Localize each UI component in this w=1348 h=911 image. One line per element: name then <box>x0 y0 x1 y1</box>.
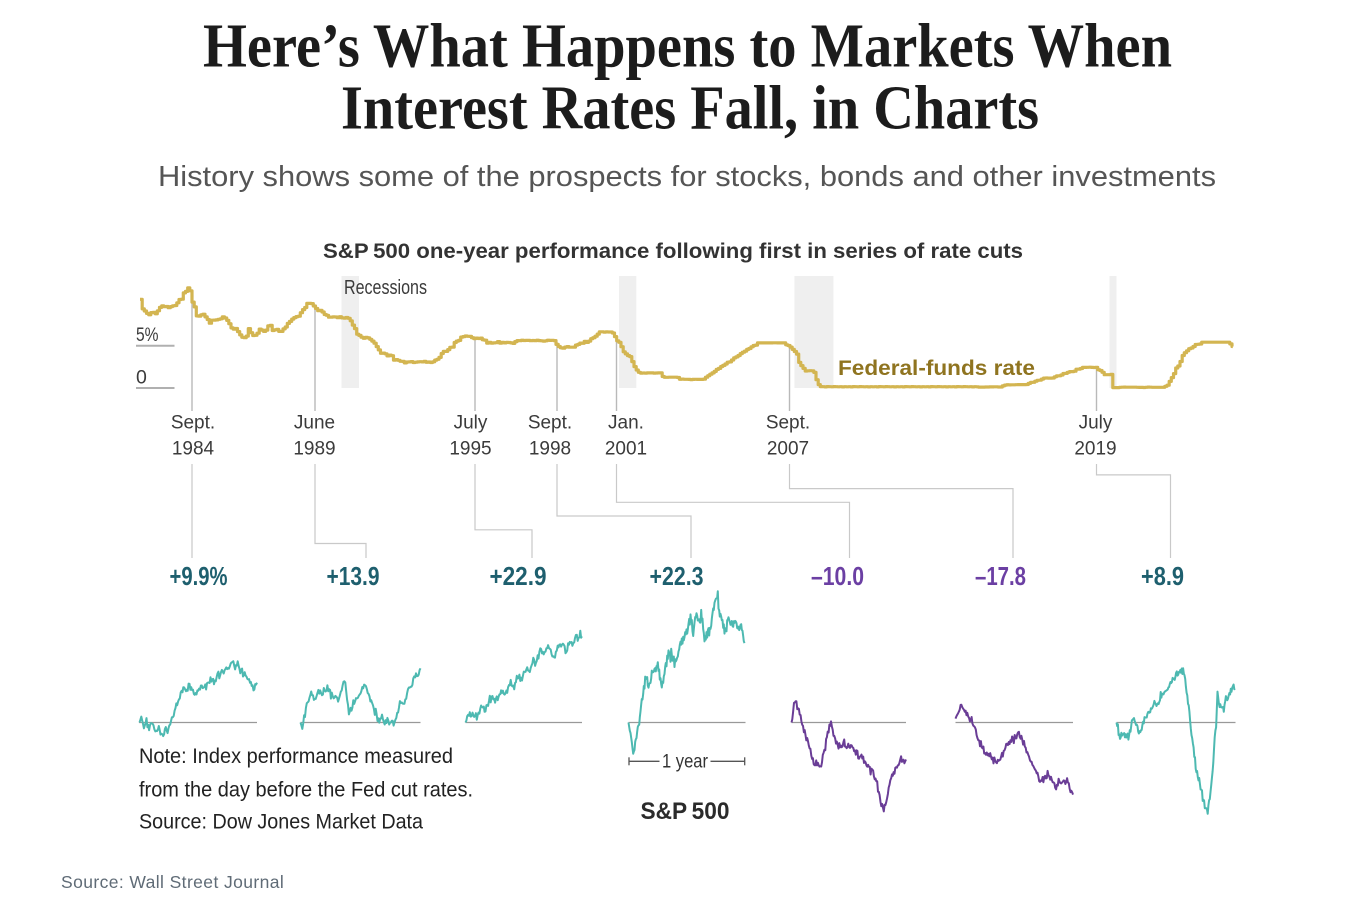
svg-text:Here’s What Happens to Markets: Here’s What Happens to Markets When <box>203 11 1172 81</box>
svg-text:1 year: 1 year <box>662 752 709 773</box>
svg-text:2001: 2001 <box>605 439 647 460</box>
svg-text:–17.8: –17.8 <box>975 563 1026 591</box>
svg-text:1989: 1989 <box>293 439 335 460</box>
svg-text:+13.9: +13.9 <box>327 563 380 591</box>
svg-text:1998: 1998 <box>529 439 571 460</box>
svg-text:2007: 2007 <box>767 439 809 460</box>
svg-text:Federal-funds rate: Federal-funds rate <box>838 356 1035 380</box>
svg-text:2019: 2019 <box>1074 439 1116 460</box>
svg-text:+22.3: +22.3 <box>650 563 704 591</box>
svg-text:Source: Dow Jones Market Data: Source: Dow Jones Market Data <box>139 811 423 834</box>
svg-text:Sept.: Sept. <box>528 413 572 434</box>
svg-text:from the day before the Fed cu: from the day before the Fed cut rates. <box>139 779 473 802</box>
svg-text:Source: Wall Street Journal: Source: Wall Street Journal <box>61 872 284 892</box>
svg-text:–10.0: –10.0 <box>811 563 864 591</box>
svg-text:0: 0 <box>136 367 147 389</box>
svg-text:Note: Index performance measur: Note: Index performance measured <box>139 745 453 768</box>
svg-text:July: July <box>1079 413 1113 434</box>
svg-text:S&P 500 one-year performance f: S&P 500 one-year performance following f… <box>323 239 1023 263</box>
svg-text:Interest Rates Fall, in Charts: Interest Rates Fall, in Charts <box>341 73 1039 143</box>
svg-text:S&P 500: S&P 500 <box>641 798 730 825</box>
svg-text:+9.9%: +9.9% <box>170 563 228 591</box>
svg-text:June: June <box>294 413 335 434</box>
svg-text:1984: 1984 <box>172 439 215 460</box>
svg-text:Recessions: Recessions <box>344 277 427 299</box>
svg-text:+8.9: +8.9 <box>1141 563 1184 591</box>
svg-text:1995: 1995 <box>449 439 491 460</box>
svg-text:Jan.: Jan. <box>608 413 644 434</box>
svg-text:+22.9: +22.9 <box>490 563 547 591</box>
svg-text:Sept.: Sept. <box>171 413 215 434</box>
svg-text:History shows some of the pros: History shows some of the prospects for … <box>158 161 1216 193</box>
svg-text:5%: 5% <box>136 325 159 346</box>
svg-text:July: July <box>454 413 488 434</box>
svg-text:Sept.: Sept. <box>766 413 810 434</box>
